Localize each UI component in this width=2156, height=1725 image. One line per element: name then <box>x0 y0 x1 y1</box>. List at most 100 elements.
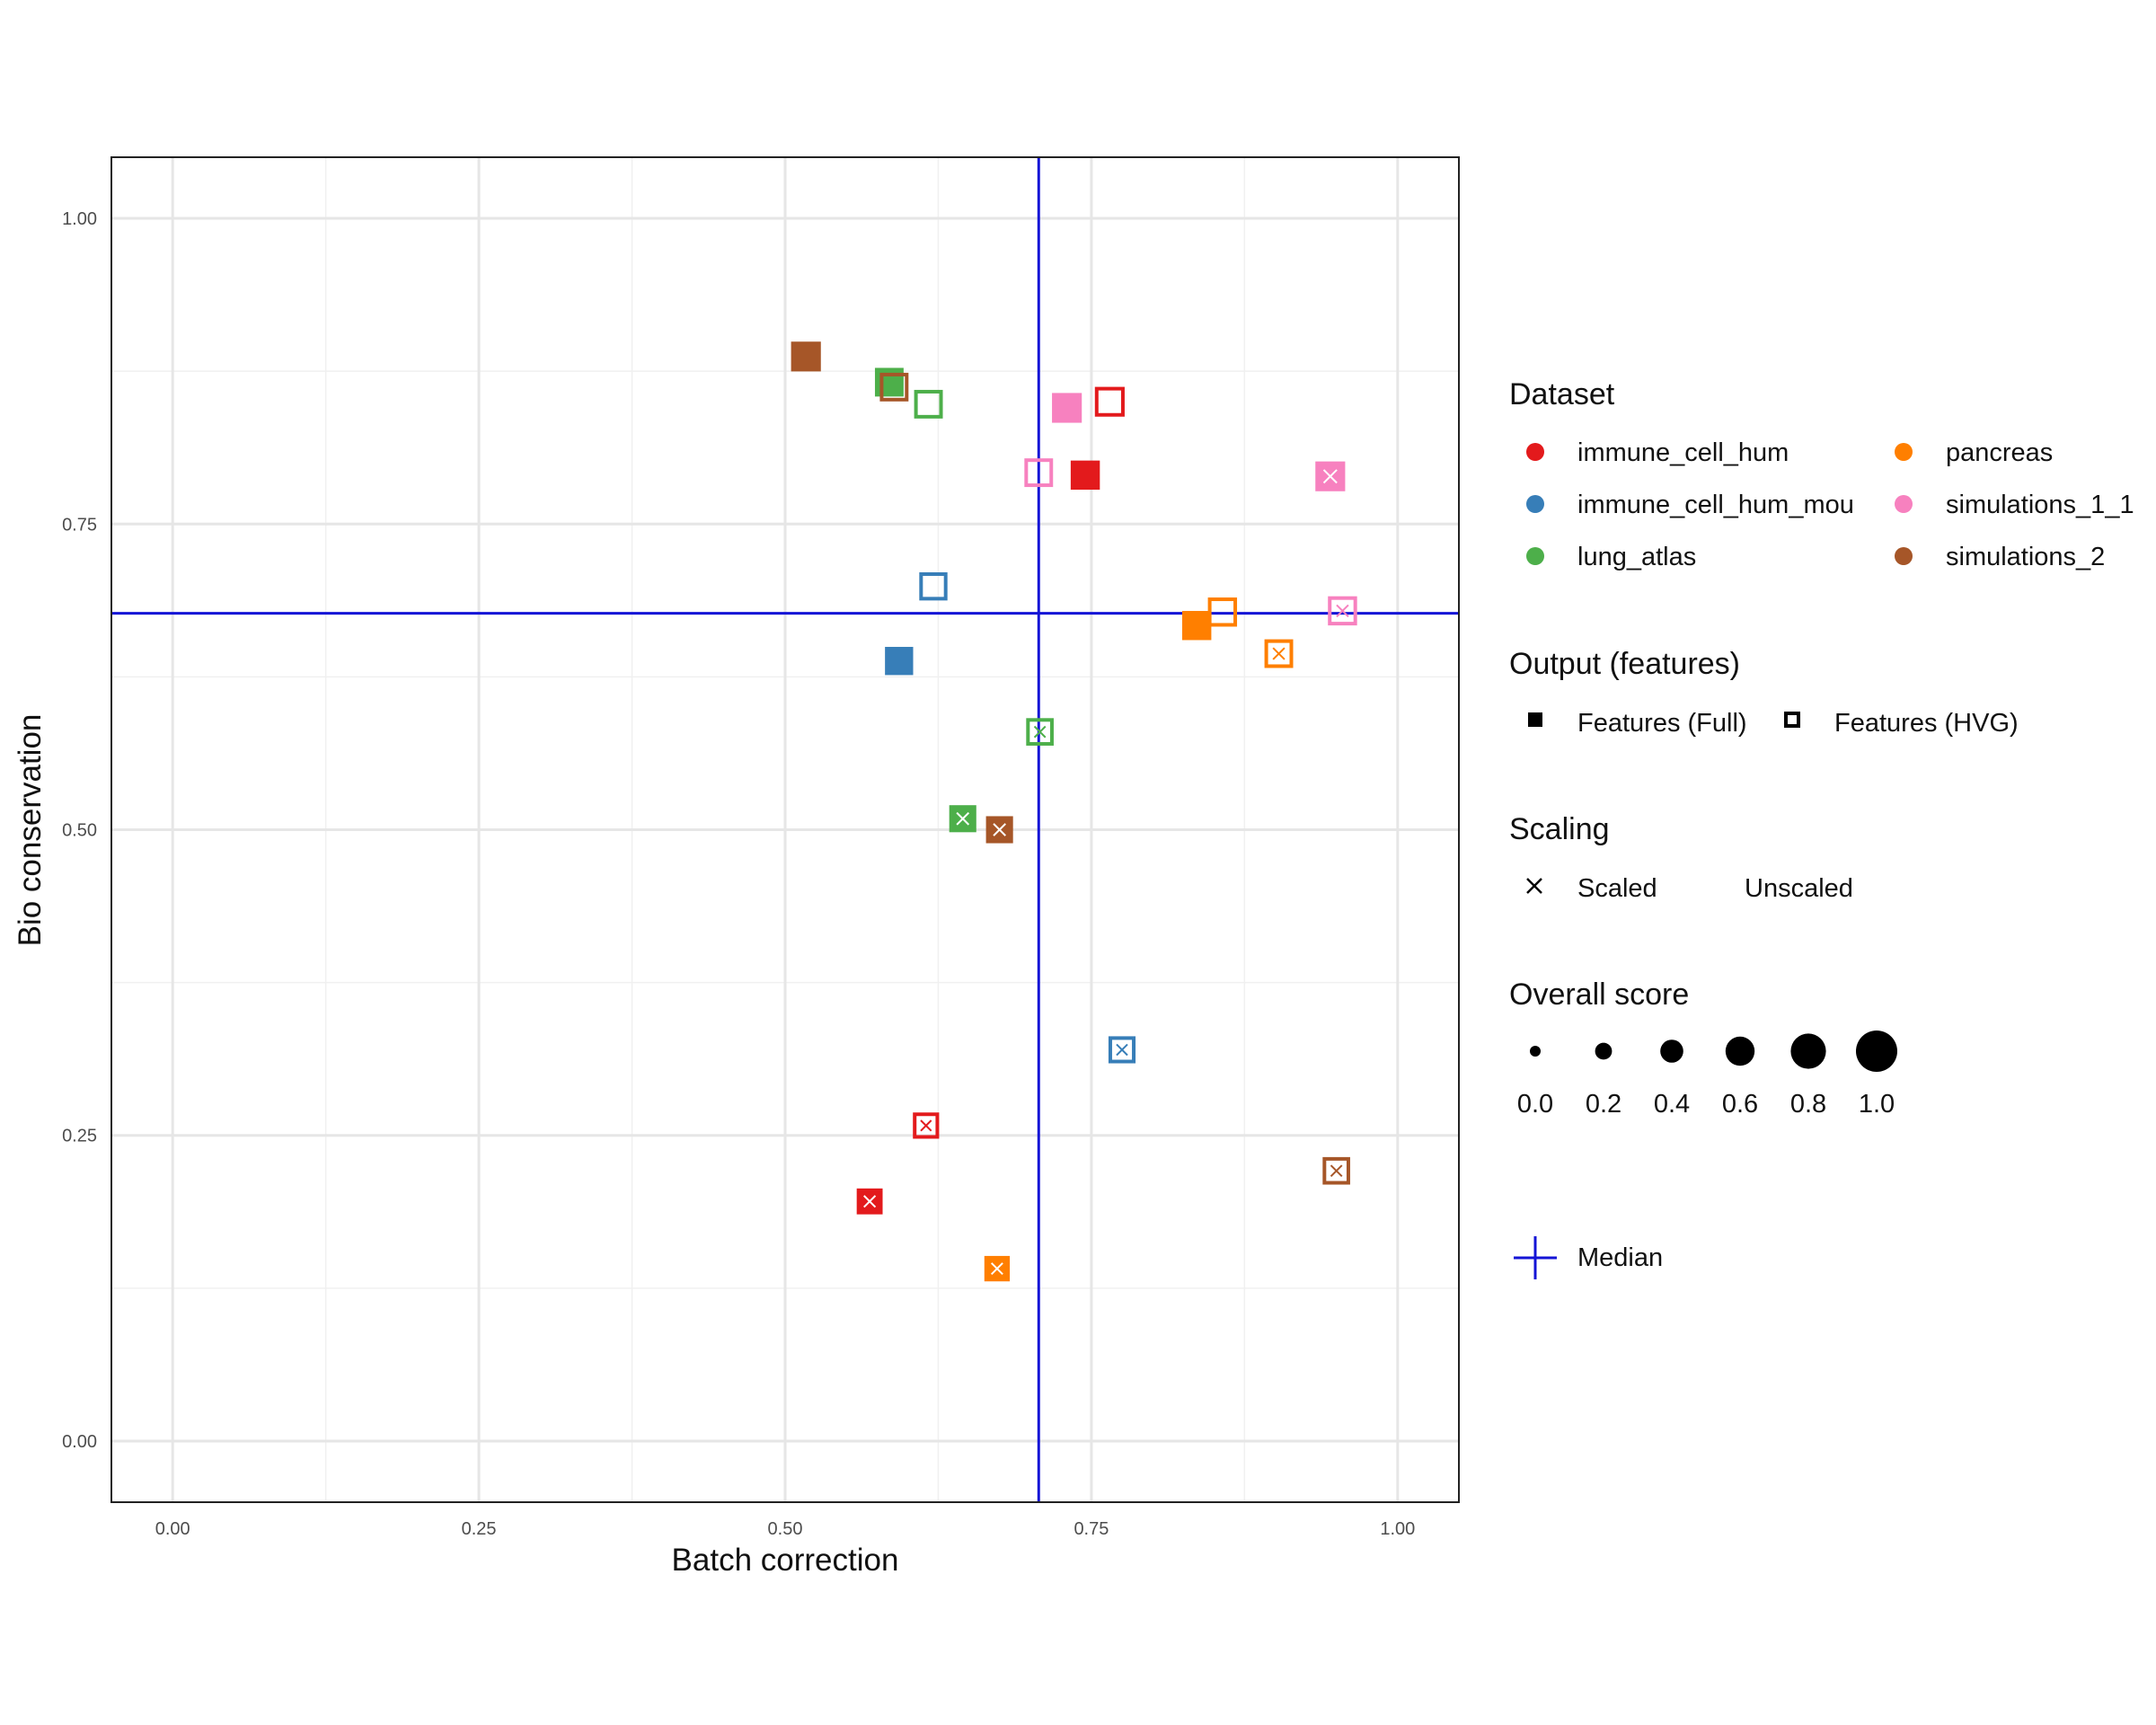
point-scaled-cross <box>1330 1164 1343 1178</box>
legend-dataset-swatch <box>1895 547 1913 565</box>
legend-scaled-icon <box>1526 878 1542 894</box>
legend-median-icon <box>1514 1236 1557 1279</box>
legend-score-label: 1.0 <box>1859 1090 1895 1119</box>
legend-dataset-items: immune_cell_hum immune_cell_hum_mou lung_a… <box>1526 438 2134 571</box>
legend-score-title: Overall score <box>1509 978 1689 1012</box>
legend-dataset-swatch <box>1526 547 1544 565</box>
data-point <box>1052 393 1082 423</box>
point-square-hvg <box>1024 458 1054 488</box>
point-square-full <box>1181 611 1212 641</box>
legend-scaled-label: Scaled <box>1577 874 1657 903</box>
point-scaled-cross <box>920 1119 932 1132</box>
point-square-full <box>885 647 914 676</box>
data-point <box>1264 639 1294 668</box>
point-square-hvg <box>914 389 943 419</box>
data-point <box>791 341 821 372</box>
data-point <box>913 1112 940 1139</box>
legend-dataset-label: immune_cell_hum_mou <box>1577 491 1854 519</box>
point-square-full <box>1070 460 1100 491</box>
point-square-hvg <box>1026 718 1054 746</box>
point-square-full <box>1052 393 1082 423</box>
legend-score-circle <box>1660 1039 1683 1063</box>
legend-median-label: Median <box>1577 1243 1663 1272</box>
point-square-hvg <box>1322 1156 1350 1185</box>
point-scaled-cross <box>863 1195 877 1208</box>
data-point <box>856 1188 883 1215</box>
y-tick-label: 0.50 <box>62 821 97 841</box>
legend-score-label: 0.0 <box>1517 1090 1553 1119</box>
legend-score-circle <box>1530 1046 1541 1057</box>
legend-output-full-icon <box>1528 712 1542 727</box>
legend-dataset-swatch <box>1895 443 1913 461</box>
legend-output-full-label: Features (Full) <box>1577 709 1747 738</box>
data-point <box>949 805 976 833</box>
data-point <box>1322 1156 1350 1185</box>
point-square-hvg <box>919 571 948 601</box>
x-axis-label: Batch correction <box>672 1543 899 1578</box>
point-scaled-cross <box>1272 647 1286 660</box>
legend-score-label: 0.2 <box>1586 1090 1621 1119</box>
legend-score-circle <box>1790 1033 1826 1069</box>
legend-dataset-label: immune_cell_hum <box>1577 438 1789 467</box>
legend-dataset-swatch <box>1526 443 1544 461</box>
legend-output-title: Output (features) <box>1509 647 1740 681</box>
point-scaled-cross <box>1322 469 1338 484</box>
x-tick-label: 0.25 <box>462 1519 497 1539</box>
legend: Dataset immune_cell_hum immune_cell_hum_m… <box>1509 377 2134 1279</box>
data-point <box>1328 596 1357 626</box>
point-square-hvg <box>1094 386 1125 417</box>
tick-labels: 0.00 0.25 0.50 0.75 1.00 0.00 0.25 0.50 0.75 1.00 <box>62 209 1415 1539</box>
data-point <box>874 367 904 397</box>
legend-dataset-label: pancreas <box>1946 438 2053 467</box>
y-tick-label: 0.25 <box>62 1127 97 1146</box>
data-point <box>1024 458 1054 488</box>
legend-dataset-swatch <box>1895 495 1913 513</box>
x-tick-label: 0.75 <box>1074 1519 1109 1539</box>
data-point <box>1181 611 1212 641</box>
point-scaled-cross <box>990 1262 1003 1275</box>
data-point <box>914 389 943 419</box>
data-point <box>984 1255 1011 1282</box>
data-point <box>879 372 909 402</box>
point-square-hvg <box>879 372 909 402</box>
x-tick-label: 1.00 <box>1380 1519 1415 1539</box>
legend-score-circle <box>1595 1042 1613 1060</box>
point-square-hvg <box>913 1112 940 1139</box>
data-point <box>885 647 914 676</box>
data-point <box>1108 1036 1136 1064</box>
point-scaled-cross <box>1336 604 1349 618</box>
y-tick-label: 0.00 <box>62 1432 97 1452</box>
x-tick-label: 0.00 <box>155 1519 190 1539</box>
data-point <box>1070 460 1100 491</box>
data-point <box>919 571 948 601</box>
point-scaled-cross <box>1116 1043 1128 1057</box>
point-scaled-cross <box>993 823 1006 836</box>
legend-dataset-label: simulations_2 <box>1946 543 2105 571</box>
legend-dataset-title: Dataset <box>1509 377 1615 411</box>
legend-dataset-label: simulations_1_1 <box>1946 491 2134 519</box>
point-square-full <box>791 341 821 372</box>
point-square-hvg <box>1264 639 1294 668</box>
legend-score-circle <box>1725 1036 1755 1066</box>
point-square-hvg <box>1108 1036 1136 1064</box>
legend-unscaled-label: Unscaled <box>1745 874 1853 903</box>
legend-dataset-swatch <box>1526 495 1544 513</box>
y-tick-label: 1.00 <box>62 209 97 229</box>
legend-output-hvg-label: Features (HVG) <box>1834 709 2019 738</box>
y-axis-label: Bio conservation <box>13 714 48 947</box>
point-square-full <box>874 367 904 397</box>
legend-score-circle <box>1856 1031 1897 1072</box>
data-point <box>985 816 1013 844</box>
point-scaled-cross <box>1033 725 1047 739</box>
legend-output-hvg-icon <box>1784 712 1800 728</box>
grid <box>111 157 1459 1502</box>
plot-panel-border <box>110 156 1460 1503</box>
legend-scaling-title: Scaling <box>1509 812 1610 846</box>
legend-score-items: 0.0 0.2 0.4 0.6 0.8 1.0 <box>1517 1031 1897 1119</box>
data-points <box>791 341 1357 1282</box>
legend-score-label: 0.6 <box>1722 1090 1758 1119</box>
legend-dataset-label: lung_atlas <box>1577 543 1696 571</box>
data-point <box>1315 461 1346 491</box>
